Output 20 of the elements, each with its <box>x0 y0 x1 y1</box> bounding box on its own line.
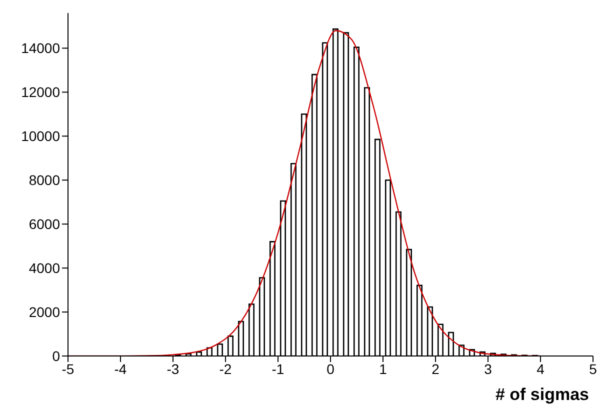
x-tick-label: -2 <box>219 360 232 377</box>
y-tick-label: 6000 <box>28 216 60 232</box>
y-tick-label: 12000 <box>21 84 60 100</box>
x-axis-title: # of sigmas <box>495 385 589 404</box>
x-tick-label: -3 <box>166 360 180 377</box>
x-tick-label: -5 <box>62 360 74 377</box>
y-tick-label: 2000 <box>28 304 60 320</box>
x-tick-label: -1 <box>272 360 284 377</box>
x-tick-label: 0 <box>326 360 335 377</box>
x-tick-label: 2 <box>432 360 440 377</box>
y-tick-label: 14000 <box>21 40 60 56</box>
y-tick-label: 8000 <box>28 172 60 188</box>
x-tick-label: 5 <box>589 360 598 377</box>
y-tick-label: 10000 <box>21 128 60 144</box>
x-tick-label: 4 <box>536 360 545 377</box>
x-tick-label: 1 <box>379 360 388 377</box>
y-tick-label: 0 <box>52 348 60 364</box>
x-tick-label: 3 <box>484 360 492 377</box>
x-tick-label: -4 <box>114 360 127 377</box>
y-tick-label: 4000 <box>28 260 60 276</box>
